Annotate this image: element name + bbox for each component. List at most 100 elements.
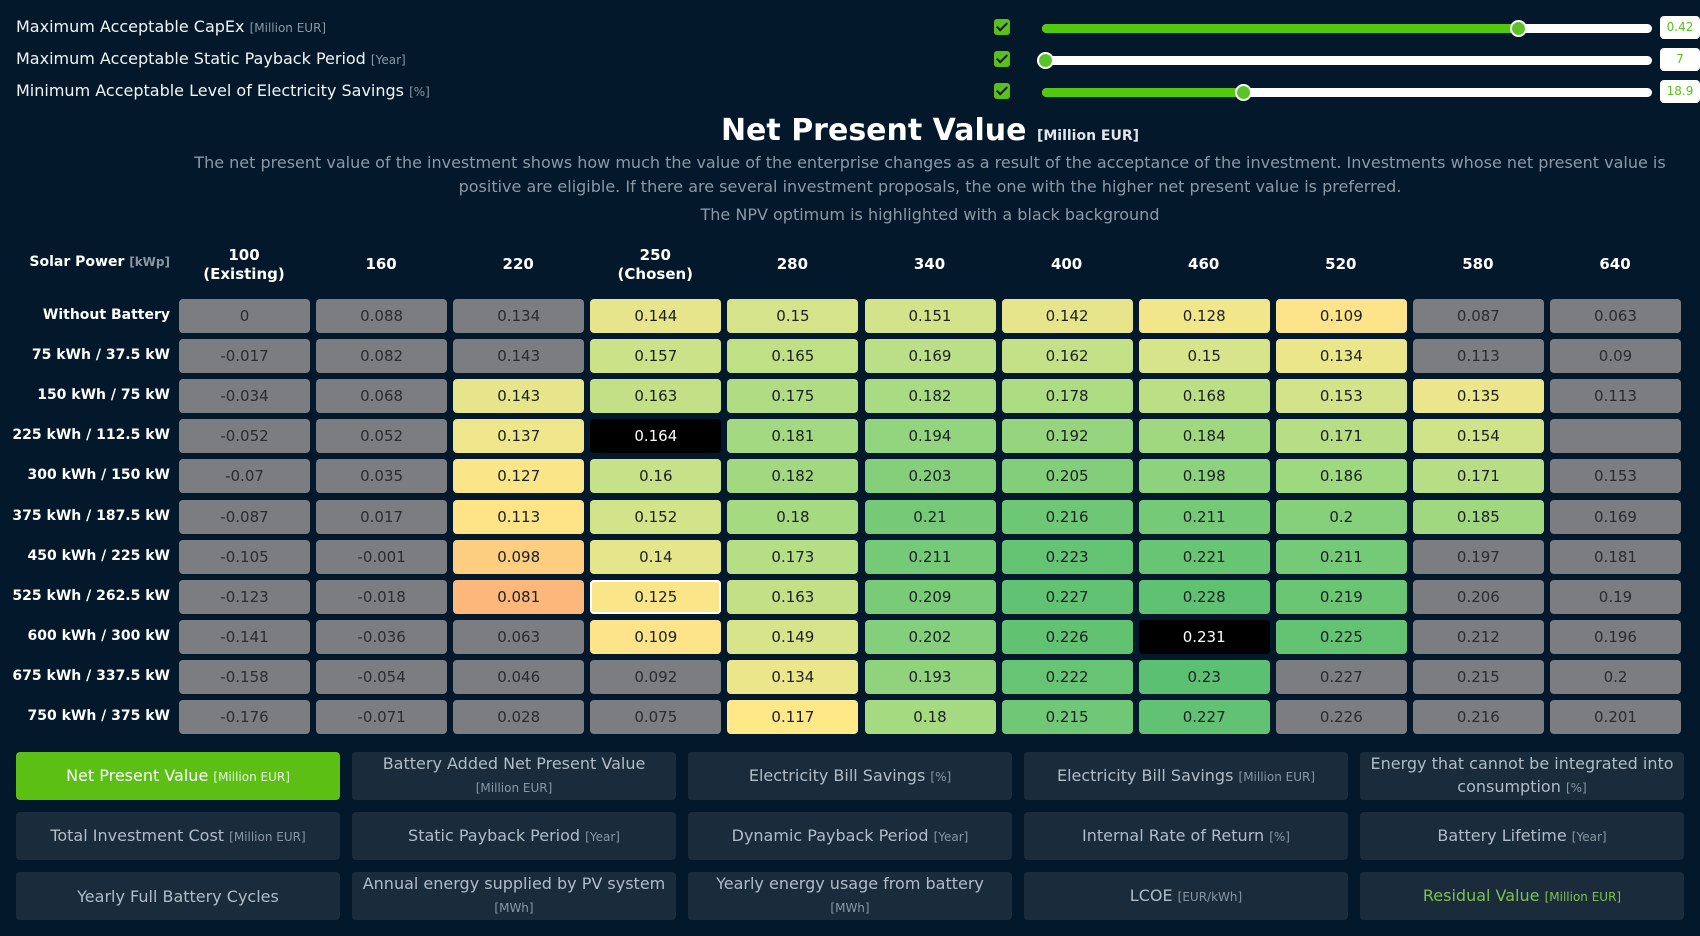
matrix-cell[interactable]: 0.197 [1412,539,1544,574]
matrix-cell[interactable]: 0 [179,299,310,333]
matrix-cell[interactable]: 0.227 [1275,659,1407,694]
matrix-cell[interactable]: 0.178 [1001,379,1133,414]
matrix-cell[interactable]: 0.151 [864,299,996,333]
matrix-cell[interactable]: 0.169 [1550,499,1681,534]
matrix-cell[interactable]: 0.231 [1138,619,1270,654]
matrix-cell[interactable]: 0.202 [864,619,996,654]
matrix-cell[interactable]: 0.226 [1001,619,1133,654]
metric-button[interactable]: Internal Rate of Return [%] [1024,812,1348,860]
metric-button[interactable]: Battery Added Net Present Value [Million… [352,752,676,800]
matrix-cell[interactable]: 0.157 [590,339,722,374]
matrix-cell[interactable]: 0.164 [590,419,722,454]
matrix-cell[interactable]: 0.028 [453,700,585,734]
metric-button[interactable]: Dynamic Payback Period [Year] [688,812,1012,860]
matrix-cell[interactable]: 0.171 [1275,419,1407,454]
matrix-cell[interactable]: -0.017 [179,339,310,374]
matrix-cell[interactable]: 0.216 [1001,499,1133,534]
matrix-cell[interactable]: -0.036 [316,619,448,654]
matrix-cell[interactable]: 0.142 [1001,299,1133,333]
matrix-cell[interactable]: 0.18 [727,499,859,534]
constraint-checkbox[interactable] [994,19,1010,35]
metric-button[interactable]: Energy that cannot be integrated into co… [1360,752,1684,800]
matrix-cell[interactable]: 0.113 [453,499,585,534]
matrix-cell[interactable]: 0.211 [1275,539,1407,574]
matrix-cell[interactable]: 0.182 [864,379,996,414]
matrix-cell[interactable]: 0.052 [316,419,448,454]
matrix-cell[interactable]: 0.171 [1412,459,1544,494]
matrix-cell[interactable]: -0.018 [316,579,448,614]
matrix-cell[interactable]: 0.182 [727,459,859,494]
matrix-cell[interactable]: 0.209 [864,579,996,614]
matrix-cell[interactable]: 0.18 [864,700,996,734]
matrix-cell[interactable]: 0.173 [727,539,859,574]
matrix-cell[interactable]: 0.125 [590,579,722,614]
matrix-cell[interactable]: 0.201 [1550,700,1681,734]
metric-button[interactable]: Annual energy supplied by PV system [MWh… [352,872,676,920]
matrix-cell[interactable]: -0.001 [316,539,448,574]
matrix-cell[interactable]: -0.052 [179,419,310,454]
matrix-cell[interactable]: 0.143 [453,379,585,414]
matrix-cell[interactable]: 0.137 [453,419,585,454]
matrix-cell[interactable]: 0.081 [453,579,585,614]
matrix-cell[interactable]: 0.135 [1412,379,1544,414]
matrix-cell[interactable]: 0.063 [1550,299,1681,333]
matrix-cell[interactable]: 0.113 [1412,339,1544,374]
slider-thumb[interactable] [1037,52,1055,69]
matrix-cell[interactable]: 0.221 [1138,539,1270,574]
matrix-cell[interactable]: 0.215 [1412,659,1544,694]
matrix-cell[interactable]: 0.092 [590,659,722,694]
matrix-cell[interactable]: 0.165 [727,339,859,374]
matrix-cell[interactable]: 0.154 [1412,419,1544,454]
metric-button[interactable]: Static Payback Period [Year] [352,812,676,860]
metric-button[interactable]: Yearly energy usage from battery [MWh] [688,872,1012,920]
matrix-cell[interactable]: 0.098 [453,539,585,574]
matrix-cell[interactable]: -0.054 [316,659,448,694]
metric-button[interactable]: Yearly Full Battery Cycles [16,872,340,920]
matrix-cell[interactable]: 0.181 [1550,539,1681,574]
matrix-cell[interactable]: 0.168 [1138,379,1270,414]
matrix-cell[interactable]: 0.185 [1412,499,1544,534]
matrix-cell[interactable]: 0.134 [453,299,585,333]
matrix-cell[interactable]: 0.211 [1138,499,1270,534]
matrix-cell[interactable]: 0.035 [316,459,448,494]
matrix-cell[interactable]: -0.07 [179,459,310,494]
matrix-cell[interactable] [1550,419,1681,454]
matrix-cell[interactable]: -0.105 [179,539,310,574]
matrix-cell[interactable]: 0.068 [316,379,448,414]
matrix-cell[interactable]: 0.163 [590,379,722,414]
matrix-cell[interactable]: 0.082 [316,339,448,374]
matrix-cell[interactable]: 0.162 [1001,339,1133,374]
constraint-slider[interactable] [1042,84,1652,101]
matrix-cell[interactable]: 0.087 [1412,299,1544,333]
matrix-cell[interactable]: 0.222 [1001,659,1133,694]
constraint-slider[interactable] [1042,20,1652,37]
constraint-checkbox[interactable] [994,83,1010,99]
constraint-value-field[interactable]: 7 [1660,48,1700,71]
matrix-cell[interactable]: 0.153 [1275,379,1407,414]
matrix-cell[interactable]: 0.113 [1550,379,1681,414]
matrix-cell[interactable]: -0.071 [316,700,448,734]
matrix-cell[interactable]: 0.117 [727,700,859,734]
matrix-cell[interactable]: 0.226 [1275,700,1407,734]
matrix-cell[interactable]: 0.088 [316,299,448,333]
matrix-cell[interactable]: 0.216 [1412,700,1544,734]
matrix-cell[interactable]: 0.109 [590,619,722,654]
matrix-cell[interactable]: 0.215 [1001,700,1133,734]
matrix-cell[interactable]: 0.203 [864,459,996,494]
matrix-cell[interactable]: 0.163 [727,579,859,614]
metric-button[interactable]: Net Present Value [Million EUR] [16,752,340,800]
matrix-cell[interactable]: 0.228 [1138,579,1270,614]
constraint-value-field[interactable]: 18.9 [1660,80,1700,103]
matrix-cell[interactable]: 0.15 [727,299,859,333]
matrix-cell[interactable]: 0.169 [864,339,996,374]
constraint-slider[interactable] [1037,52,1652,69]
matrix-cell[interactable]: 0.2 [1550,659,1681,694]
matrix-cell[interactable]: 0.2 [1275,499,1407,534]
matrix-cell[interactable]: -0.034 [179,379,310,414]
constraint-value-field[interactable]: 0.42 [1660,16,1700,39]
matrix-cell[interactable]: 0.143 [453,339,585,374]
matrix-cell[interactable]: 0.227 [1138,700,1270,734]
matrix-cell[interactable]: 0.144 [590,299,722,333]
matrix-cell[interactable]: 0.212 [1412,619,1544,654]
matrix-cell[interactable]: 0.134 [727,659,859,694]
